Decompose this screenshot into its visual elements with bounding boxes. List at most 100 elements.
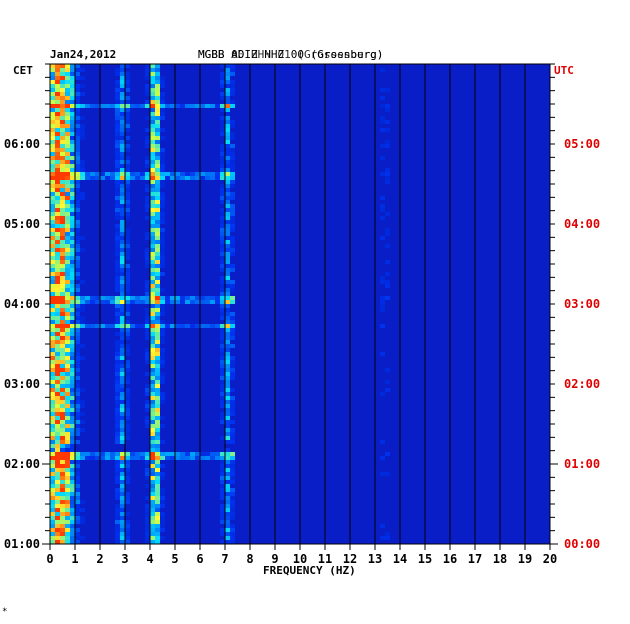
spectrogram-cell [145,188,150,192]
spectrogram-cell [120,408,125,412]
spectrogram-cell [220,420,225,424]
spectrogram-cell [50,488,55,492]
spectrogram-cell [65,336,70,340]
spectrogram-cell [50,504,55,508]
spectrogram-cell [225,240,230,244]
spectrogram-cell [60,216,65,220]
spectrogram-cell [160,136,165,140]
spectrogram-cell [230,356,235,360]
spectrogram-cell [70,412,75,416]
spectrogram-cell [60,160,65,164]
spectrogram-cell [60,252,65,256]
spectrogram-cell [75,212,80,216]
spectrogram-cell [65,428,70,432]
spectrogram-cell [150,296,155,300]
spectrogram-cell [125,268,130,272]
spectrogram-cell [75,288,80,292]
spectrogram-cell [115,132,120,136]
spectrogram-cell [225,216,230,220]
spectrogram-cell [50,508,55,512]
spectrogram-cell [145,536,150,540]
spectrogram-cell [220,240,225,244]
spectrogram-cell [160,184,165,188]
spectrogram-cell [70,188,75,192]
spectrogram-cell [125,344,130,348]
spectrogram-cell [155,436,160,440]
spectrogram-cell [155,520,160,524]
spectrogram-cell [180,456,185,460]
spectrogram-cell [75,416,80,420]
spectrogram-cell [220,392,225,396]
spectrogram-cell [65,224,70,228]
spectrogram-cell [50,468,55,472]
spectrogram-cell [60,84,65,88]
spectrogram-cell [70,232,75,236]
spectrogram-cell [155,448,160,452]
spectrogram-cell [100,452,105,456]
spectrogram-cell [55,500,60,504]
spectrogram-cell [60,316,65,320]
x-tick-label: 15 [418,552,432,566]
spectrogram-cell [60,304,65,308]
spectrogram-cell [145,232,150,236]
spectrogram-cell [115,416,120,420]
spectrogram-cell [65,404,70,408]
spectrogram-cell [65,308,70,312]
spectrogram-cell [205,300,210,304]
spectrogram-cell [160,372,165,376]
spectrogram-cell [55,424,60,428]
spectrogram-cell [50,356,55,360]
spectrogram-cell [160,228,165,232]
spectrogram-cell [220,452,225,456]
spectrogram-cell [160,504,165,508]
spectrogram-cell [85,104,90,108]
spectrogram-cell [55,68,60,72]
spectrogram-cell [220,120,225,124]
spectrogram-cell [155,348,160,352]
spectrogram-cell [65,468,70,472]
spectrogram-cell [115,144,120,148]
spectrogram-cell [70,276,75,280]
spectrogram-cell [55,528,60,532]
spectrogram-cell [60,500,65,504]
spectrogram-cell [100,324,105,328]
spectrogram-cell [220,476,225,480]
x-tick-label: 1 [71,552,78,566]
spectrogram-cell [75,252,80,256]
x-tick-label: 16 [443,552,457,566]
spectrogram-cell [55,248,60,252]
spectrogram-cell [65,460,70,464]
spectrogram-cell [50,68,55,72]
x-tick-label: 5 [171,552,178,566]
spectrogram-cell [65,388,70,392]
spectrogram-cell [55,420,60,424]
spectrogram-cell [145,216,150,220]
spectrogram-cell [155,524,160,528]
spectrogram-cell [220,116,225,120]
spectrogram-cell [50,232,55,236]
spectrogram-cell [55,360,60,364]
spectrogram-cell [75,428,80,432]
spectrogram-cell [230,176,235,180]
spectrogram-cell [150,68,155,72]
spectrogram-cell [70,72,75,76]
spectrogram-cell [380,392,385,396]
spectrogram-cell [55,428,60,432]
spectrogram-cell [115,356,120,360]
spectrogram-cell [180,324,185,328]
spectrogram-cell [125,428,130,432]
spectrogram-cell [50,132,55,136]
spectrogram-cell [120,344,125,348]
spectrogram-cell [155,444,160,448]
spectrogram-cell [125,256,130,260]
spectrogram-cell [65,436,70,440]
spectrogram-cell [230,488,235,492]
spectrogram-cell [65,72,70,76]
spectrogram-cell [70,424,75,428]
spectrogram-cell [50,152,55,156]
spectrogram-cell [75,488,80,492]
spectrogram-cell [65,240,70,244]
spectrogram-cell [115,176,120,180]
spectrogram-cell [225,140,230,144]
spectrogram-cell [145,404,150,408]
